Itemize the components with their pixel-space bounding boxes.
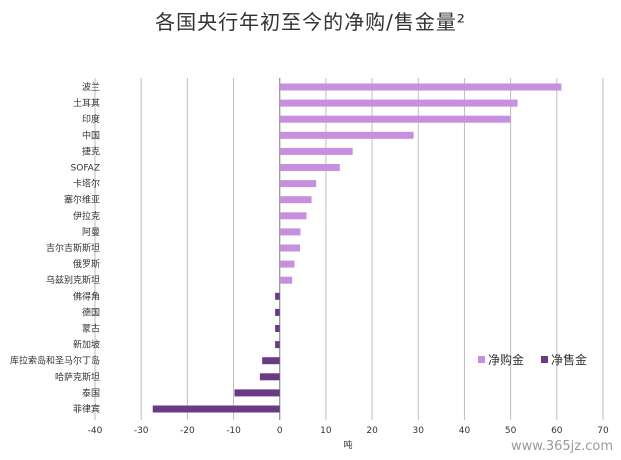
bar — [279, 99, 518, 107]
category-label: 新加坡 — [73, 339, 100, 351]
category-label: 阿曼 — [82, 227, 100, 238]
x-tick-label: 20 — [366, 426, 378, 436]
category-label: 乌兹别克斯坦 — [46, 274, 100, 286]
category-label: 波兰 — [82, 81, 100, 93]
x-tick-label: -10 — [226, 426, 241, 436]
category-label: 伊拉克 — [73, 210, 100, 222]
bar — [279, 212, 307, 220]
bar — [152, 405, 280, 413]
bar — [279, 196, 312, 204]
bar — [279, 131, 414, 139]
x-tick-labels: -40 -30 -20 -10 0 10 20 30 40 50 60 70 — [88, 426, 609, 436]
grid-lines — [94, 78, 604, 420]
bar — [279, 260, 295, 268]
legend-label-buy: 净购金 — [488, 352, 524, 367]
x-tick-label: 70 — [597, 426, 609, 436]
category-label: SOFAZ — [71, 164, 100, 174]
legend-swatch-buy — [478, 356, 485, 363]
bar — [279, 83, 562, 91]
bar — [234, 389, 280, 397]
category-label: 土耳其 — [73, 97, 100, 109]
bar — [275, 341, 280, 349]
category-label: 塞尔维亚 — [64, 194, 100, 206]
x-tick-label: -30 — [134, 426, 149, 436]
category-label: 哈萨克斯坦 — [55, 371, 100, 383]
bar — [279, 115, 511, 123]
legend: 净购金 净售金 — [478, 352, 587, 367]
category-label: 捷克 — [82, 145, 100, 157]
bar — [279, 244, 301, 252]
bar — [279, 180, 317, 188]
category-label: 泰国 — [82, 387, 100, 399]
x-axis-title: 吨 — [343, 439, 352, 451]
bar — [279, 228, 301, 236]
bar — [279, 147, 353, 155]
x-tick-label: 40 — [459, 426, 471, 436]
legend-swatch-sell — [541, 356, 548, 363]
category-label: 中国 — [82, 129, 100, 141]
bar — [275, 325, 280, 332]
category-label: 俄罗斯 — [73, 258, 100, 270]
bar — [262, 357, 280, 365]
x-tick-label: -40 — [88, 426, 103, 436]
x-tick-label: 60 — [551, 426, 563, 436]
category-label: 吉尔吉斯斯坦 — [46, 242, 100, 254]
x-tick-label: 30 — [413, 426, 425, 436]
category-label: 佛得角 — [73, 290, 100, 302]
bar — [259, 373, 280, 381]
category-label: 德国 — [82, 306, 100, 318]
category-label: 菲律宾 — [73, 403, 100, 415]
bar — [275, 308, 280, 316]
bar — [279, 164, 340, 171]
x-tick-label: 10 — [320, 426, 332, 436]
category-label: 印度 — [82, 113, 100, 125]
bars — [152, 83, 562, 413]
category-label: 库拉索岛和圣马尔丁岛 — [10, 355, 100, 367]
legend-label-sell: 净售金 — [551, 352, 587, 367]
chart-title: 各国央行年初至今的净购/售金量² — [155, 10, 466, 34]
category-label: 卡塔尔 — [73, 178, 100, 190]
category-label: 蒙古 — [82, 323, 100, 335]
x-tick-label: -20 — [180, 426, 195, 436]
bar — [275, 292, 280, 300]
x-tick-label: 0 — [277, 426, 283, 436]
bar — [279, 276, 293, 284]
watermark: www.365jz.com — [511, 439, 613, 454]
x-tick-label: 50 — [505, 426, 517, 436]
